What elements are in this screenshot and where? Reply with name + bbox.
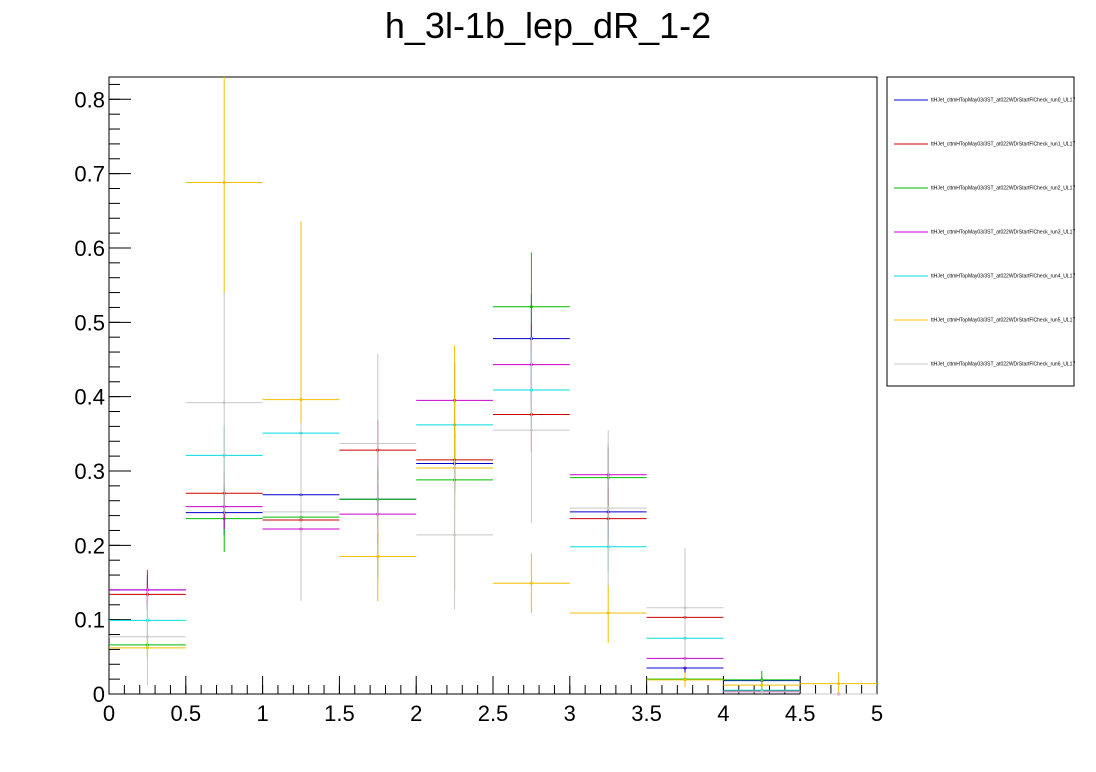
y-axis: 0 0.1 0.2 0.3 0.4 0.5 0.6 0.7 0.8 [74,83,131,707]
data-point [683,606,687,610]
data-point [222,181,226,185]
data-point [529,581,533,585]
x-tick-label: 1 [256,701,268,726]
y-tick-label: 0.8 [74,87,105,112]
data-point [760,690,764,694]
data-point [529,428,533,432]
data-point [606,611,610,615]
legend-label: ttHJet_cttmHTopMay03/3ST_at022WDrStartFl… [931,98,1075,104]
x-tick-label: 0.5 [171,701,202,726]
legend-entries: ttHJet_cttmHTopMay03/3ST_at022WDrStartFl… [894,98,1075,368]
data-point [683,678,687,682]
y-tick-label: 0.4 [74,385,105,410]
legend-label: ttHJet_cttmHTopMay03/3ST_at022WDrStartFl… [931,362,1075,368]
data-point [145,635,149,639]
data-point [529,305,533,309]
y-tick-label: 0.2 [74,533,105,558]
x-tick-label: 2 [410,701,422,726]
data-point [222,401,226,405]
legend-label: ttHJet_cttmHTopMay03/3ST_at022WDrStartFl… [931,230,1075,236]
legend-label: ttHJet_cttmHTopMay03/3ST_at022WDrStartFl… [931,186,1075,192]
data-point [453,533,457,537]
data-point [299,398,303,402]
chart-title: h_3l-1b_lep_dR_1-2 [385,5,711,46]
data-point [299,510,303,514]
data-point [837,682,841,686]
y-tick-label: 0.6 [74,236,105,261]
data-point [760,683,764,687]
legend-label: ttHJet_cttmHTopMay03/3ST_at022WDrStartFl… [931,142,1075,148]
x-tick-label: 0 [103,701,115,726]
x-tick-label: 4 [717,701,729,726]
legend: ttHJet_cttmHTopMay03/3ST_at022WDrStartFl… [886,76,1075,387]
x-tick-label: 4.5 [785,701,816,726]
legend-label: ttHJet_cttmHTopMay03/3ST_at022WDrStartFl… [931,318,1075,324]
data-point [837,692,841,696]
y-tick-label: 0 [93,682,105,707]
x-axis: 0 0.5 1 1.5 2 2.5 3 3.5 4 4.5 5 [103,676,883,726]
x-tick-label: 3.5 [631,701,662,726]
y-tick-label: 0.1 [74,608,105,633]
y-tick-label: 0.7 [74,162,105,187]
data-point [376,441,380,445]
legend-label: ttHJet_cttmHTopMay03/3ST_at022WDrStartFl… [931,274,1075,280]
y-tick-label: 0.5 [74,310,105,335]
x-tick-label: 3 [564,701,576,726]
series-layer [109,77,877,696]
data-point [606,506,610,510]
data-point [376,554,380,558]
x-tick-label: 1.5 [324,701,355,726]
x-tick-label: 5 [871,701,883,726]
y-tick-label: 0.3 [74,459,105,484]
series-6 [109,291,877,696]
x-tick-label: 2.5 [478,701,509,726]
